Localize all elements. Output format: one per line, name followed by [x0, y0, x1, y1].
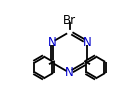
Text: N: N [65, 66, 74, 79]
Text: N: N [48, 36, 56, 49]
Text: N: N [83, 36, 91, 49]
Text: Br: Br [63, 14, 76, 27]
